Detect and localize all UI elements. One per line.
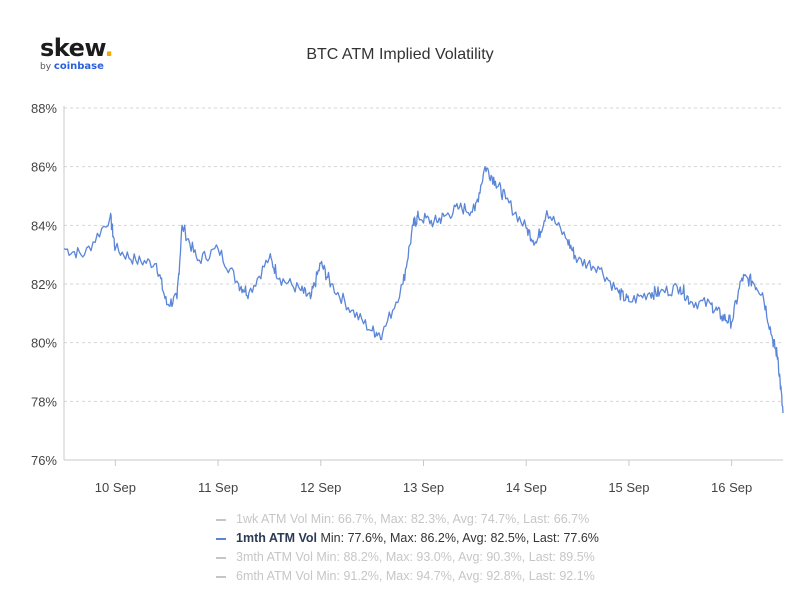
legend-series-name: 3mth ATM Vol [236,550,313,564]
x-tick-label: 13 Sep [403,480,444,495]
grid [64,107,783,402]
x-tick-label: 11 Sep [198,480,238,495]
legend-series-name: 1mth ATM Vol [236,531,318,545]
legend-item[interactable]: 1wk ATM Vol Min: 66.7%, Max: 82.3%, Avg:… [216,510,599,529]
axes: 76% 78% 80% 82% 84% 86% 88% 10 Sep 11 Sep 12 Sep 1… [31,101,783,495]
y-tick-label: 80% [31,336,57,351]
x-tick-label: 10 Sep [95,480,136,495]
series-layer [63,166,784,414]
legend-series-name: 1wk ATM Vol [236,512,308,526]
y-tick-label: 84% [31,218,57,233]
skew-logo: skew. by coinbase [40,34,114,72]
x-tick-label: 12 Sep [300,480,341,495]
legend-item[interactable]: 3mth ATM Vol Min: 88.2%, Max: 93.0%, Avg… [216,548,599,567]
logo-wordmark: skew. [40,34,114,62]
legend-series-name: 6mth ATM Vol [236,569,313,583]
legend-series-stats: Min: 66.7%, Max: 82.3%, Avg: 74.7%, Last… [307,512,590,526]
legend-swatch [216,575,226,578]
y-tick-label: 76% [31,453,57,468]
x-tick-label: 15 Sep [608,480,649,495]
series-line [63,166,784,414]
chart-title: BTC ATM Implied Volatility [306,46,494,63]
x-tick-label: 14 Sep [506,480,547,495]
legend-series-stats: Min: 88.2%, Max: 93.0%, Avg: 90.3%, Last… [312,550,595,564]
legend-swatch [216,556,226,559]
legend-series-stats: Min: 91.2%, Max: 94.7%, Avg: 92.8%, Last… [312,569,595,583]
legend-swatch [216,518,226,521]
y-tick-label: 82% [31,277,57,292]
x-tick-label: 16 Sep [711,480,752,495]
legend-series-stats: Min: 77.6%, Max: 86.2%, Avg: 82.5%, Last… [317,531,599,545]
y-tick-label: 86% [31,160,57,175]
legend-swatch [216,537,226,540]
logo-byline: by coinbase [40,61,104,72]
legend-item[interactable]: 6mth ATM Vol Min: 91.2%, Max: 94.7%, Avg… [216,567,599,586]
chart-legend: 1wk ATM Vol Min: 66.7%, Max: 82.3%, Avg:… [216,510,599,586]
legend-item[interactable]: 1mth ATM Vol Min: 77.6%, Max: 86.2%, Avg… [216,529,599,548]
y-tick-label: 88% [31,101,57,116]
y-tick-label: 78% [31,394,57,409]
